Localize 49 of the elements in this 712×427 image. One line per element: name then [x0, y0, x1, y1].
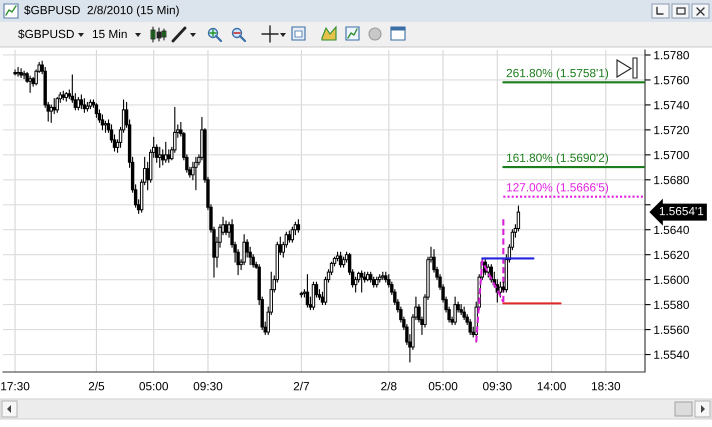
x-tick-label: 2/5: [88, 382, 104, 390]
candlestick: [224, 220, 228, 236]
candlestick: [104, 120, 108, 133]
x-tick-label: 05:00: [428, 382, 458, 390]
text: $GBPUSD: [18, 29, 74, 39]
chart-title: $GBPUSD 2/8/2010 (15 Min): [24, 5, 179, 17]
y-tick-label: 1.5540: [654, 350, 689, 359]
candlestick: [76, 96, 80, 110]
text: 15 Min: [92, 30, 127, 38]
candlestick: [28, 76, 32, 93]
candlestick: [82, 98, 86, 113]
candlestick: [158, 146, 162, 168]
x-tick-label: 2/7: [294, 382, 310, 390]
candlestick: [498, 282, 502, 298]
y-tick-label: 1.5600: [654, 276, 689, 284]
candlestick: [381, 272, 384, 280]
candlestick: [306, 274, 310, 308]
series-label: 127.00% (1.5666'5): [507, 182, 608, 194]
candlestick: [164, 142, 168, 163]
y-tick-label: 1.5580: [654, 300, 689, 309]
text: 1.5654'1: [660, 206, 704, 216]
candlestick: [62, 90, 65, 100]
candlestick: [312, 282, 316, 310]
candlestick: [194, 156, 198, 190]
candlestick: [80, 94, 84, 110]
candlestick: [453, 296, 457, 326]
candlestick: [360, 270, 364, 293]
y-tick-label: 1.5740: [654, 100, 689, 110]
y-tick-label: 1.5680: [654, 176, 689, 184]
x-tick-label: 05:00: [139, 382, 168, 390]
series-label: 261.80% (1.5758'1): [506, 68, 608, 80]
y-tick-label: 1.5700: [654, 150, 689, 160]
candlestick: [338, 252, 342, 268]
candlestick: [288, 230, 292, 243]
y-tick-label: 1.5760: [654, 76, 689, 84]
x-tick-label: 17:30: [1, 382, 30, 390]
y-tick-label: 1.5560: [654, 326, 689, 334]
y-tick-label: 1.5620: [654, 250, 689, 260]
y-tick-label: 1.5640: [654, 226, 689, 234]
x-tick-label: 14:00: [538, 382, 566, 390]
x-tick-label: 09:30: [483, 382, 512, 390]
y-tick-label: 1.5720: [654, 126, 689, 134]
candlestick: [296, 219, 300, 233]
x-tick-label: 18:30: [592, 382, 620, 390]
x-tick-label: 09:30: [194, 382, 222, 390]
candlestick: [375, 276, 378, 288]
y-tick-label: 1.5780: [654, 51, 689, 60]
x-tick-label: 2/8: [381, 382, 396, 390]
series-label: 161.80% (1.5690'2): [507, 153, 608, 164]
